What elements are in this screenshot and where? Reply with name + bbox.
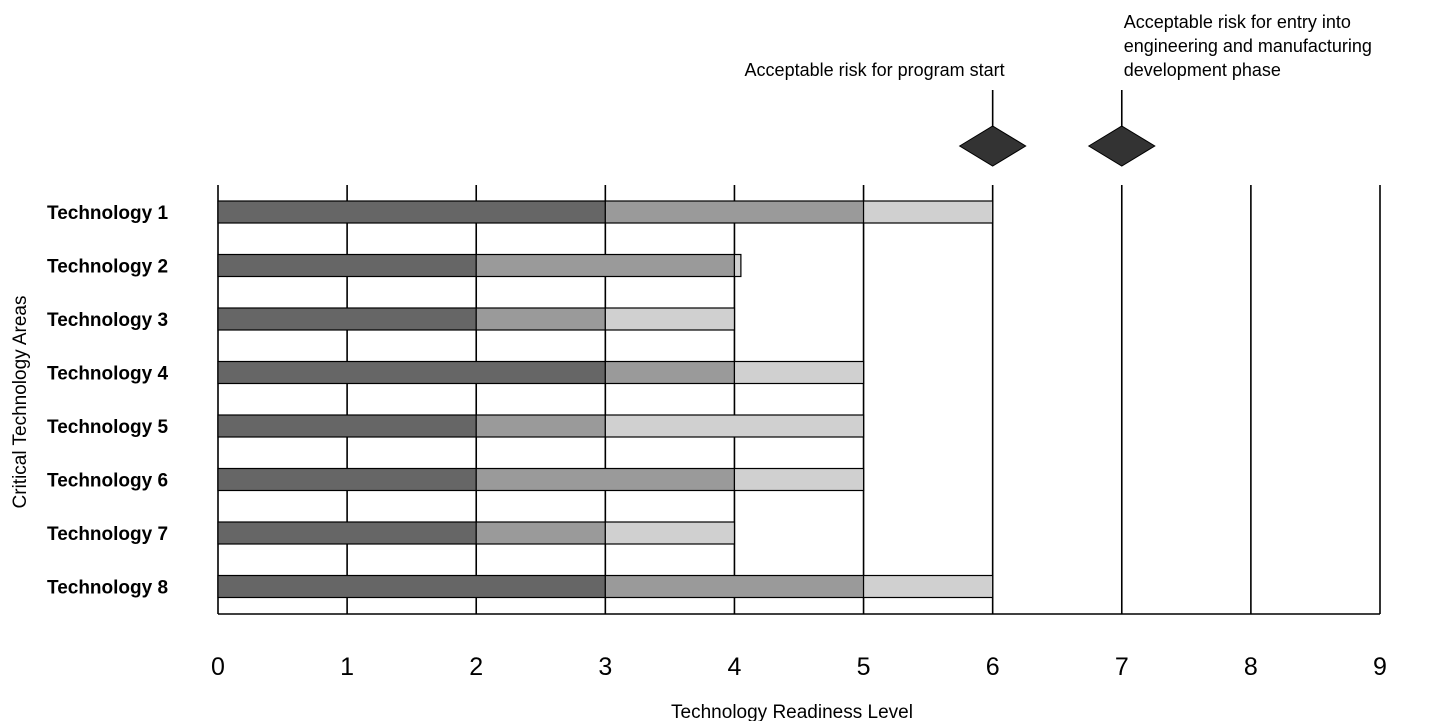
annotation-text-2-1: Acceptable risk for entry into <box>1124 12 1351 32</box>
bar-segment-7-1 <box>217 521 477 545</box>
bar-segment-8-1 <box>217 574 606 599</box>
label-layer: 0 1 2 3 4 5 6 7 8 9 Technology 1 Technology 2 Techno… <box>47 203 1387 681</box>
bar-segment-5-2 <box>475 414 606 438</box>
bar-segment-3-1 <box>217 307 477 331</box>
bar-segment-6-2 <box>475 467 736 492</box>
bar-segment-8-2 <box>604 574 865 599</box>
x-tick-label-4: 4 <box>727 653 741 681</box>
category-label-5: Technology 5 <box>47 417 168 438</box>
milestone-diamond-icon-2 <box>1087 125 1156 167</box>
category-label-3: Technology 3 <box>47 310 168 331</box>
annotation-text-1-1: Acceptable risk for program start <box>745 60 1005 80</box>
bar-segment-6-1 <box>217 467 477 492</box>
bar-segment-3-3 <box>604 307 736 331</box>
x-tick-label-6: 6 <box>986 653 1000 681</box>
bar-segment-4-2 <box>604 360 736 385</box>
category-label-8: Technology 8 <box>47 578 168 599</box>
bar-segment-1-3 <box>862 200 994 224</box>
x-tick-label-8: 8 <box>1244 653 1258 681</box>
annotation-text-2-2: engineering and manufacturing <box>1124 36 1372 56</box>
category-label-7: Technology 7 <box>47 524 168 545</box>
category-label-6: Technology 6 <box>47 471 168 492</box>
grid-layer <box>217 185 1381 615</box>
bar-segment-4-1 <box>217 360 606 385</box>
x-tick-label-7: 7 <box>1115 653 1129 681</box>
bar-layer <box>217 200 994 599</box>
bar-segment-1-2 <box>604 200 865 224</box>
x-tick-label-0: 0 <box>211 653 225 681</box>
category-label-2: Technology 2 <box>47 257 168 278</box>
bar-segment-4-3 <box>733 360 865 385</box>
x-tick-label-3: 3 <box>598 653 612 681</box>
x-axis-title: Technology Readiness Level <box>671 702 913 721</box>
bar-segment-6-3 <box>733 467 865 492</box>
bar-segment-3-2 <box>475 307 606 331</box>
bar-segment-7-2 <box>475 521 606 545</box>
annotation-layer: Acceptable risk for program start Accepta… <box>745 12 1372 167</box>
bar-segment-2-2 <box>475 253 736 278</box>
bar-segment-8-3 <box>862 574 994 599</box>
category-label-4: Technology 4 <box>47 364 168 385</box>
bar-segment-7-3 <box>604 521 736 545</box>
bar-segment-2-1 <box>217 253 477 278</box>
category-label-1: Technology 1 <box>47 203 168 224</box>
annotation-text-2-3: development phase <box>1124 60 1281 80</box>
x-tick-label-2: 2 <box>469 653 483 681</box>
x-tick-label-9: 9 <box>1373 653 1387 681</box>
bar-segment-1-1 <box>217 200 606 224</box>
bar-segment-2-3 <box>733 253 742 278</box>
bar-segment-5-1 <box>217 414 477 438</box>
y-axis-title: Critical Technology Areas <box>10 296 31 509</box>
x-tick-label-5: 5 <box>857 653 871 681</box>
bar-segment-5-3 <box>604 414 865 438</box>
milestone-diamond-icon-1 <box>958 125 1027 167</box>
x-tick-label-1: 1 <box>340 653 354 681</box>
